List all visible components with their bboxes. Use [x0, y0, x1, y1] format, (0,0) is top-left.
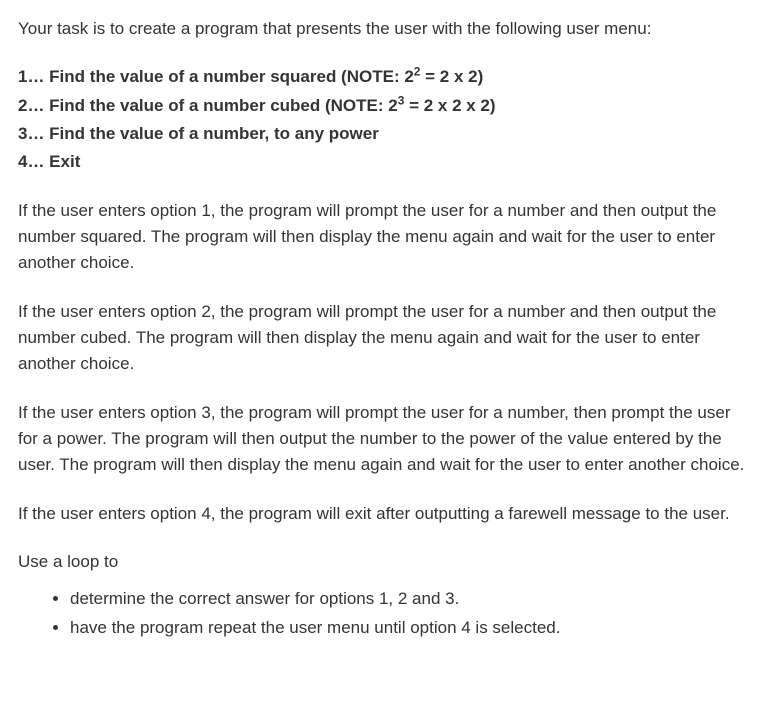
option2-paragraph: If the user enters option 2, the program…	[18, 299, 754, 378]
menu-item-2: 2… Find the value of a number cubed (NOT…	[18, 93, 754, 119]
menu-item-3: 3… Find the value of a number, to any po…	[18, 121, 754, 147]
menu-list: 1… Find the value of a number squared (N…	[18, 64, 754, 175]
loop-intro: Use a loop to	[18, 549, 754, 575]
option4-paragraph: If the user enters option 4, the program…	[18, 501, 754, 527]
menu-item-1-suffix: = 2 x 2)	[420, 67, 483, 86]
bullet-1: determine the correct answer for options…	[70, 586, 754, 612]
menu-item-2-suffix: = 2 x 2 x 2)	[404, 96, 495, 115]
document-page: Your task is to create a program that pr…	[0, 0, 772, 716]
bullet-2: have the program repeat the user menu un…	[70, 615, 754, 641]
option1-paragraph: If the user enters option 1, the program…	[18, 198, 754, 277]
menu-item-4: 4… Exit	[18, 149, 754, 175]
menu-item-1: 1… Find the value of a number squared (N…	[18, 64, 754, 90]
intro-paragraph: Your task is to create a program that pr…	[18, 16, 754, 42]
menu-item-2-prefix: 2… Find the value of a number cubed (NOT…	[18, 96, 398, 115]
option3-paragraph: If the user enters option 3, the program…	[18, 400, 754, 479]
loop-bullets: determine the correct answer for options…	[18, 586, 754, 642]
menu-item-1-prefix: 1… Find the value of a number squared (N…	[18, 67, 414, 86]
